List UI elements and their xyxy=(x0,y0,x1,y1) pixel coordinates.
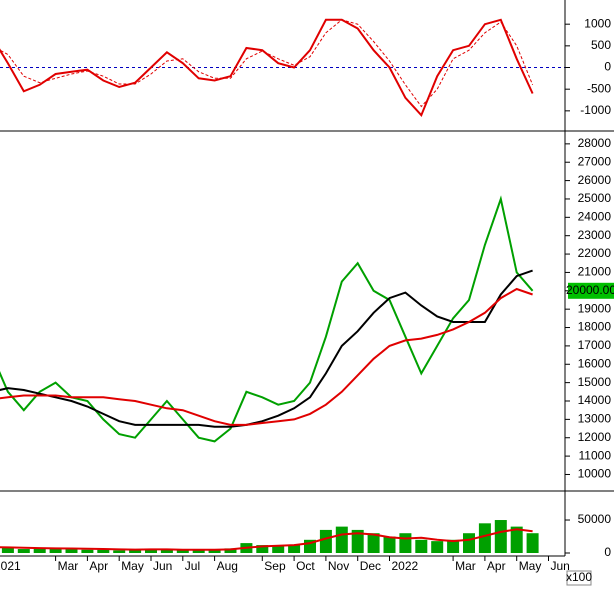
y-tick-label: 23000 xyxy=(578,228,612,242)
volume-bar xyxy=(65,549,78,553)
y-tick-label: 26000 xyxy=(578,173,612,187)
volume-bar xyxy=(17,549,30,553)
volume-bar xyxy=(145,549,157,553)
volume-bar xyxy=(129,549,142,553)
x-tick-label: Nov xyxy=(328,559,349,573)
y-tick-label: 11000 xyxy=(579,448,612,462)
volume-bar xyxy=(399,533,412,553)
x-tick-label: 2022 xyxy=(392,559,419,573)
y-tick-label: -1000 xyxy=(580,103,611,117)
x-tick-label: Mar xyxy=(58,559,79,573)
series-line xyxy=(0,528,533,551)
x-tick-label: Jun xyxy=(153,559,172,573)
y-tick-label: 12000 xyxy=(578,430,612,444)
y-tick-label: 16000 xyxy=(578,356,612,370)
y-tick-label: 0 xyxy=(604,60,611,74)
x-tick-label: May xyxy=(121,559,144,573)
volume-bar xyxy=(383,536,396,553)
volume-bar xyxy=(224,548,237,553)
volume-bar xyxy=(97,549,110,553)
y-tick-label: 28000 xyxy=(578,136,612,150)
volume-bar xyxy=(192,550,205,553)
volume-bar xyxy=(288,545,301,553)
volume-bar xyxy=(351,529,364,553)
volume-bar xyxy=(176,550,189,553)
series-line xyxy=(0,269,533,428)
x-tick-label: Jun xyxy=(551,559,570,573)
volume-bar xyxy=(510,526,523,553)
x-tick-label: Sep xyxy=(264,559,286,573)
y-tick-label: 22000 xyxy=(578,246,612,260)
x-tick-label: Mar xyxy=(455,559,476,573)
plot-area xyxy=(0,18,565,553)
y-tick-label: 18000 xyxy=(578,320,612,334)
volume-bar xyxy=(81,549,94,553)
x-tick-label: Oct xyxy=(296,559,315,573)
x-tick-label: Apr xyxy=(487,559,506,573)
volume-bar xyxy=(447,539,460,553)
y-tick-label: 14000 xyxy=(578,393,612,407)
x-tick-label: May xyxy=(519,559,542,573)
y-tick-label: 0 xyxy=(604,545,611,559)
series-line xyxy=(0,18,534,118)
y-tick-label: 50000 xyxy=(578,512,612,526)
volume-bar xyxy=(49,547,62,553)
y-tick-label: 27000 xyxy=(578,154,612,168)
series-line xyxy=(0,19,534,108)
volume-bar xyxy=(415,539,428,553)
y-tick-label: 25000 xyxy=(578,191,612,205)
volume-bar xyxy=(160,549,173,553)
x-tick-label: 2021 xyxy=(0,559,21,573)
last-price-label: 20000.00 xyxy=(566,283,614,297)
y-tick-label: 10000 xyxy=(578,467,612,481)
volume-bar xyxy=(113,550,126,553)
unit-box xyxy=(566,570,592,586)
volume-bar xyxy=(367,533,380,553)
volume-bar xyxy=(256,545,269,553)
last-price-box xyxy=(568,282,614,299)
y-tick-label: 15000 xyxy=(578,375,612,389)
x-tick-label: Aug xyxy=(217,559,238,573)
x-tick-label: Jul xyxy=(185,559,200,573)
volume-bar xyxy=(526,533,539,553)
volume-bar xyxy=(494,520,507,553)
volume-bar xyxy=(319,529,332,553)
series-line xyxy=(0,287,533,426)
unit-label: x100 xyxy=(566,570,592,584)
y-tick-label: 24000 xyxy=(578,209,612,223)
y-tick-label: 1000 xyxy=(584,16,611,30)
volume-bar xyxy=(463,533,475,553)
y-tick-label: 13000 xyxy=(578,412,612,426)
volume-bar xyxy=(431,541,444,553)
y-tick-label: 21000 xyxy=(578,265,612,279)
volume-bar xyxy=(272,546,285,553)
volume-bar xyxy=(478,523,491,553)
y-tick-label: 17000 xyxy=(578,338,612,352)
y-tick-label: 500 xyxy=(591,38,611,52)
x-tick-label: Dec xyxy=(360,559,381,573)
volume-bar xyxy=(1,547,14,553)
series-line xyxy=(0,195,534,443)
y-tick-label: -500 xyxy=(587,81,611,95)
volume-bar xyxy=(208,549,221,553)
x-tick-label: Apr xyxy=(89,559,108,573)
volume-bar xyxy=(33,548,46,553)
y-tick-label: 19000 xyxy=(578,301,612,315)
volume-bar xyxy=(335,526,348,553)
